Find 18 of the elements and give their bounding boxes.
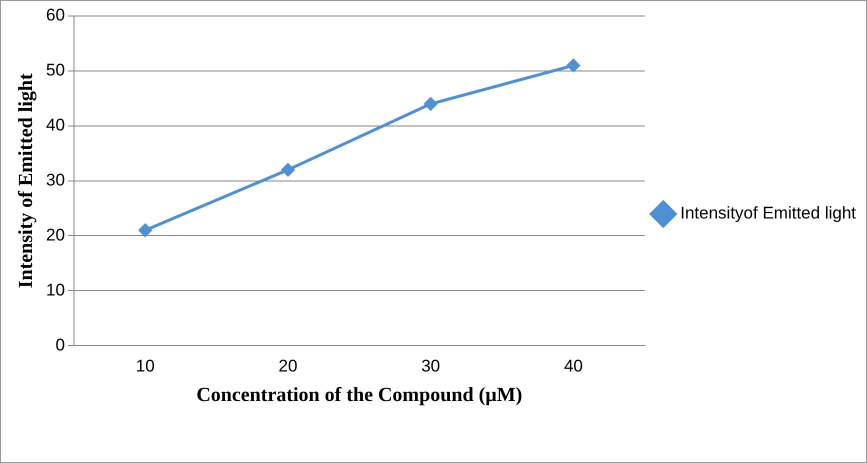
y-tick-label: 40 — [46, 116, 65, 135]
y-tick-label: 30 — [46, 170, 65, 190]
x-tick-label: 10 — [136, 356, 155, 376]
legend-label: Intensityof Emitted light — [680, 204, 856, 223]
y-tick-label: 10 — [46, 280, 65, 300]
y-axis-title: Intensity of Emitted light — [15, 72, 38, 288]
y-tick-label: 60 — [46, 6, 65, 25]
point — [281, 163, 294, 176]
point — [138, 224, 152, 237]
x-tick-label: 20 — [278, 356, 298, 376]
x-tick-label: 30 — [421, 356, 440, 376]
x-tick-label: 40 — [564, 356, 583, 376]
x-axis-title: Concentration of the Compound (µM) — [196, 384, 522, 406]
point — [566, 58, 580, 72]
point — [424, 97, 438, 110]
y-tick-label: 0 — [55, 335, 65, 354]
y-tick-label: 20 — [46, 225, 65, 244]
y-tick-label: 50 — [46, 60, 65, 80]
